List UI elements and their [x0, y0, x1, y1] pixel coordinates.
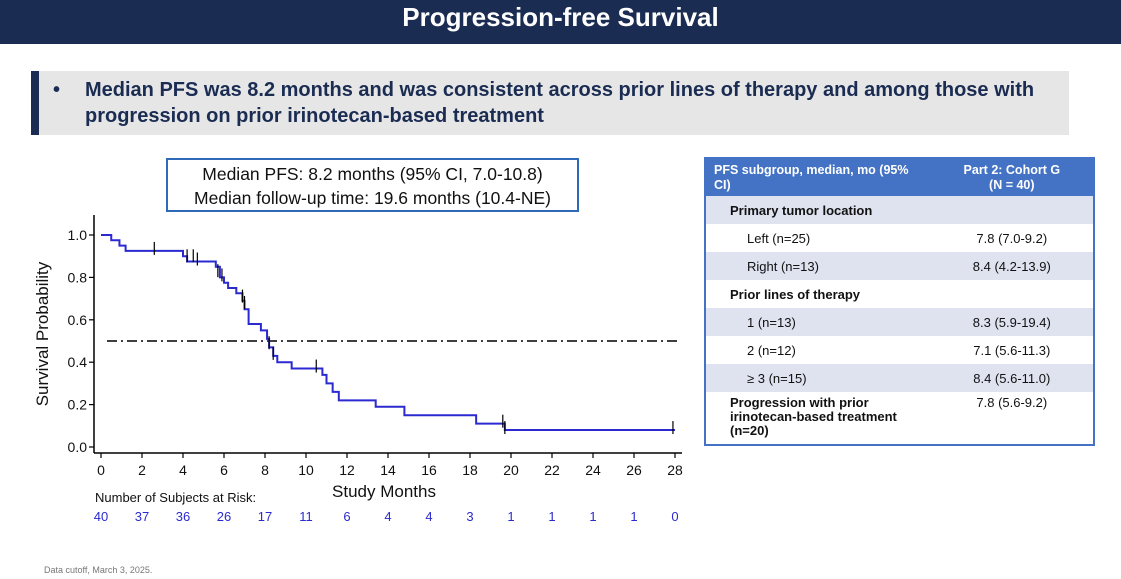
survival-curve: [101, 234, 675, 432]
group-label: Prior lines of therapy: [705, 280, 931, 308]
subgroup-value: 8.4 (4.2-13.9): [930, 252, 1094, 280]
x-tick-label: 22: [544, 462, 560, 478]
at-risk-count: 1: [548, 509, 555, 524]
at-risk-count: 1: [589, 509, 596, 524]
at-risk-count: 1: [630, 509, 637, 524]
at-risk-count: 11: [299, 509, 313, 524]
x-tick-label: 28: [667, 462, 683, 478]
km-chart: 0.00.20.40.60.81.00 2 4 6 8 10 12 14 16 18 20 22 24 2…: [33, 215, 683, 524]
group-value: [930, 196, 1094, 224]
at-risk-count: 6: [343, 509, 350, 524]
x-tick-label: 8: [261, 462, 269, 478]
subgroup-label: Left (n=25): [705, 224, 931, 252]
pfs-subgroup-table: PFS subgroup, median, mo (95% CI) Part 2…: [704, 157, 1095, 446]
subgroup-value: 8.4 (5.6-11.0): [930, 364, 1094, 392]
x-tick-label: 2: [138, 462, 146, 478]
x-tick-label: 24: [585, 462, 601, 478]
subgroup-label: 1 (n=13): [705, 308, 931, 336]
key-finding-box: • Median PFS was 8.2 months and was cons…: [31, 71, 1069, 135]
x-tick-label: 10: [298, 462, 314, 478]
cohort-n: (N = 40): [989, 177, 1035, 192]
subgroup-label: Right (n=13): [705, 252, 931, 280]
table-row-group: Prior lines of therapy: [705, 280, 1094, 308]
table-row-group: Primary tumor location: [705, 196, 1094, 224]
group-label: Progression with prior irinotecan-based …: [705, 392, 931, 445]
y-tick-label: 1.0: [68, 227, 88, 243]
page-title: Progression-free Survival: [402, 2, 719, 32]
subgroup-value: 8.3 (5.9-19.4): [930, 308, 1094, 336]
table-header-row: PFS subgroup, median, mo (95% CI) Part 2…: [705, 158, 1094, 196]
table-row: 2 (n=12) 7.1 (5.6-11.3): [705, 336, 1094, 364]
table-row-group: Progression with prior irinotecan-based …: [705, 392, 1094, 445]
x-axis-label: Study Months: [332, 482, 436, 501]
group-value: 7.8 (5.6-9.2): [930, 392, 1094, 445]
subgroup-value: 7.1 (5.6-11.3): [930, 336, 1094, 364]
data-cutoff-footnote: Data cutoff, March 3, 2025.: [44, 565, 153, 575]
at-risk-count: 0: [671, 509, 678, 524]
subgroup-label: ≥ 3 (n=15): [705, 364, 931, 392]
cohort-name: Part 2: Cohort G: [963, 162, 1061, 177]
at-risk-count: 3: [466, 509, 473, 524]
table-row: ≥ 3 (n=15) 8.4 (5.6-11.0): [705, 364, 1094, 392]
table-row: Right (n=13) 8.4 (4.2-13.9): [705, 252, 1094, 280]
y-tick-label: 0.6: [68, 312, 88, 328]
x-tick-label: 20: [503, 462, 519, 478]
title-bar: [0, 0, 1121, 44]
group-label: Primary tumor location: [705, 196, 931, 224]
at-risk-count: 17: [258, 509, 272, 524]
y-axis-label: Survival Probability: [33, 261, 52, 406]
accent-bar: [31, 71, 39, 135]
table-row: Left (n=25) 7.8 (7.0-9.2): [705, 224, 1094, 252]
y-tick-label: 0.0: [68, 439, 88, 455]
at-risk-count: 26: [217, 509, 231, 524]
at-risk-count: 4: [384, 509, 391, 524]
x-tick-label: 12: [339, 462, 355, 478]
median-followup-line: Median follow-up time: 19.6 months (10.4…: [194, 188, 551, 208]
at-risk-count: 36: [176, 509, 190, 524]
x-tick-label: 0: [97, 462, 105, 478]
x-tick-label: 14: [380, 462, 396, 478]
x-tick-label: 6: [220, 462, 228, 478]
bullet-icon: •: [53, 79, 61, 101]
at-risk-count: 1: [507, 509, 514, 524]
y-tick-label: 0.4: [68, 354, 88, 370]
x-tick-label: 18: [462, 462, 478, 478]
table-header-subgroup: PFS subgroup, median, mo (95% CI): [705, 158, 931, 196]
subgroup-label: 2 (n=12): [705, 336, 931, 364]
y-tick-label: 0.8: [68, 269, 88, 285]
subgroup-value: 7.8 (7.0-9.2): [930, 224, 1094, 252]
x-tick-label: 16: [421, 462, 437, 478]
at-risk-count: 37: [135, 509, 149, 524]
median-pfs-line: Median PFS: 8.2 months (95% CI, 7.0-10.8…: [202, 164, 543, 184]
median-pfs-box: Median PFS: 8.2 months (95% CI, 7.0-10.8…: [166, 158, 579, 212]
x-tick-label: 4: [179, 462, 187, 478]
at-risk-count: 40: [94, 509, 108, 524]
key-finding-text: Median PFS was 8.2 months and was consis…: [85, 79, 1035, 127]
y-tick-label: 0.2: [68, 397, 88, 413]
risk-table-label: Number of Subjects at Risk:: [95, 490, 257, 505]
table-row: 1 (n=13) 8.3 (5.9-19.4): [705, 308, 1094, 336]
table-header-cohort: Part 2: Cohort G (N = 40): [930, 158, 1094, 196]
at-risk-count: 4: [425, 509, 432, 524]
group-value: [930, 280, 1094, 308]
x-tick-label: 26: [626, 462, 642, 478]
